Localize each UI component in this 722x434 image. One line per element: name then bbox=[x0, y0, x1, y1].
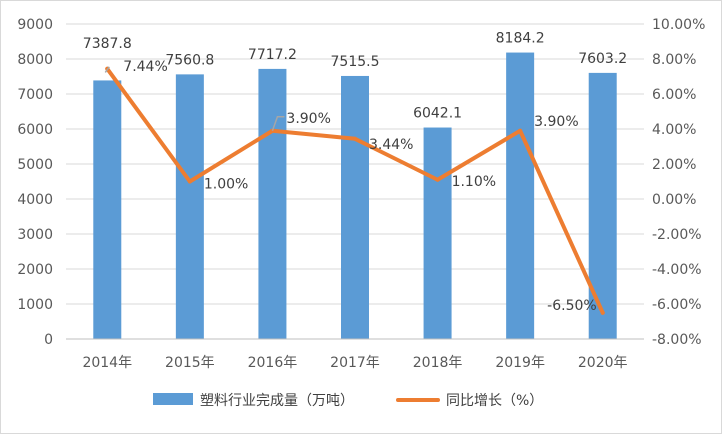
line-value-label: 3.90% bbox=[286, 111, 330, 127]
right-axis: -8.00% -6.00% -4.00% -2.00% 0.00% 2.00% 4.00% 6… bbox=[652, 17, 705, 348]
bar-value-label: 8184.2 bbox=[496, 31, 545, 47]
line-value-label: -6.50% bbox=[547, 298, 597, 314]
y-left-tick-label: 5000 bbox=[17, 157, 53, 173]
y-left-tick-label: 2000 bbox=[17, 262, 53, 278]
y-left-tick-label: 0 bbox=[44, 332, 53, 348]
y-right-tick-label: 0.00% bbox=[652, 192, 696, 208]
y-right-tick-label: 8.00% bbox=[652, 52, 696, 68]
x-tick-label: 2017年 bbox=[330, 355, 380, 371]
legend: 塑料行业完成量（万吨） 同比增长（%） bbox=[153, 393, 543, 409]
x-tick-label: 2014年 bbox=[82, 355, 132, 371]
bar-value-label: 7560.8 bbox=[165, 52, 214, 68]
bar-series bbox=[93, 52, 617, 340]
bar-value-label: 7603.2 bbox=[578, 51, 627, 67]
legend-label-bar: 塑料行业完成量（万吨） bbox=[200, 393, 354, 409]
line-value-label: 3.90% bbox=[534, 114, 578, 130]
bar bbox=[93, 80, 122, 339]
bar bbox=[423, 127, 452, 340]
bar-value-label: 6042.1 bbox=[413, 106, 462, 122]
line-point bbox=[353, 136, 357, 141]
line-point bbox=[187, 179, 192, 184]
line-point bbox=[600, 310, 605, 315]
x-tick-label: 2016年 bbox=[248, 355, 298, 371]
x-axis: 2014年 2015年 2016年 2017年 2018年 2019年 2020年 bbox=[66, 338, 644, 371]
y-right-tick-label: 2.00% bbox=[652, 157, 696, 173]
y-right-tick-label: 6.00% bbox=[652, 87, 696, 103]
legend-label-line: 同比增长（%） bbox=[446, 393, 543, 409]
y-right-tick-label: -2.00% bbox=[652, 227, 702, 243]
x-tick-label: 2020年 bbox=[578, 355, 628, 371]
left-axis: 0 1000 2000 3000 4000 5000 6000 7000 8000 9000 bbox=[17, 17, 53, 348]
line-value-label: 1.10% bbox=[452, 174, 496, 190]
y-left-tick-label: 8000 bbox=[17, 52, 53, 68]
bar bbox=[506, 52, 535, 339]
bar-value-label: 7717.2 bbox=[248, 47, 297, 63]
line-value-label: 7.44% bbox=[123, 59, 167, 75]
leader-line bbox=[271, 116, 285, 132]
bar bbox=[258, 68, 287, 339]
leader-line bbox=[104, 66, 110, 73]
y-left-tick-label: 1000 bbox=[17, 297, 53, 313]
line-point bbox=[518, 128, 523, 133]
y-right-tick-label: 4.00% bbox=[652, 122, 696, 138]
legend-swatch-bar bbox=[153, 393, 193, 405]
y-left-tick-label: 6000 bbox=[17, 122, 53, 138]
line-value-label: 1.00% bbox=[204, 177, 248, 193]
data-labels: 7387.8 7560.8 7717.2 7515.5 6042.1 8184.2 7603… bbox=[83, 31, 627, 314]
bar bbox=[341, 75, 369, 340]
y-left-tick-label: 7000 bbox=[17, 87, 53, 103]
y-right-tick-label: -6.00% bbox=[652, 297, 702, 313]
bar-value-label: 7515.5 bbox=[331, 54, 380, 70]
bar-value-label: 7387.8 bbox=[83, 36, 132, 52]
bar bbox=[175, 74, 204, 339]
line-point bbox=[435, 177, 440, 182]
y-left-tick-label: 3000 bbox=[17, 227, 53, 243]
y-left-tick-label: 4000 bbox=[17, 192, 53, 208]
y-left-tick-label: 9000 bbox=[17, 17, 53, 33]
y-right-tick-label: -4.00% bbox=[652, 262, 702, 278]
x-tick-label: 2015年 bbox=[165, 355, 215, 371]
x-tick-label: 2018年 bbox=[413, 355, 463, 371]
x-tick-label: 2019年 bbox=[495, 355, 545, 371]
line-value-label: 3.44% bbox=[369, 137, 413, 153]
y-right-tick-label: -8.00% bbox=[652, 332, 702, 348]
y-right-tick-label: 10.00% bbox=[652, 17, 705, 33]
